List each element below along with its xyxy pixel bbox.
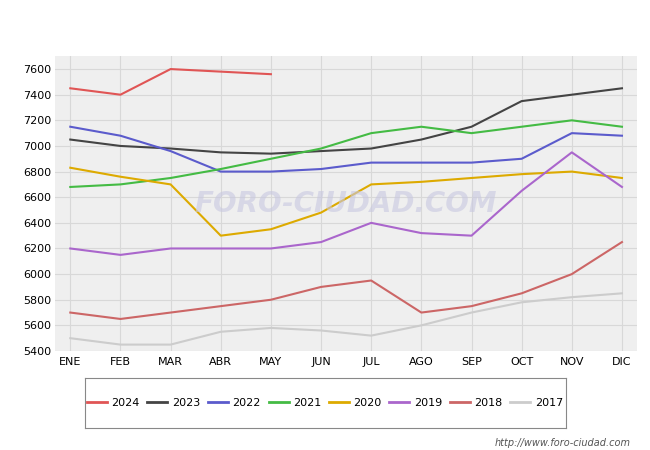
Text: http://www.foro-ciudad.com: http://www.foro-ciudad.com [495, 438, 630, 448]
Text: FORO-CIUDAD.COM: FORO-CIUDAD.COM [195, 189, 497, 218]
Text: Afiliados en Atarfe a 31/5/2024: Afiliados en Atarfe a 31/5/2024 [185, 14, 465, 32]
Legend: 2024, 2023, 2022, 2021, 2020, 2019, 2018, 2017: 2024, 2023, 2022, 2021, 2020, 2019, 2018… [83, 393, 567, 412]
